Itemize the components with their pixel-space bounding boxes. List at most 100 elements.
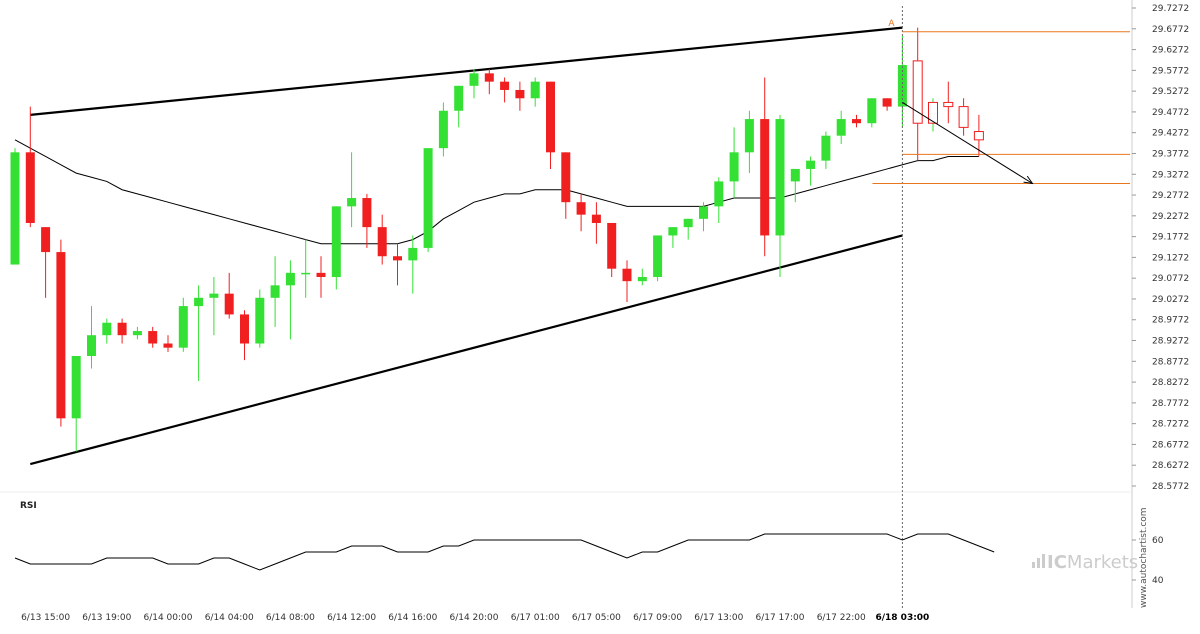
candle-layer — [10, 27, 984, 452]
time-tick-label: 6/17 22:00 — [817, 613, 866, 623]
candle-body — [744, 119, 754, 153]
projected-candle — [958, 106, 969, 128]
candle-body — [637, 277, 647, 282]
candle-body — [821, 135, 831, 161]
grid-layer — [0, 0, 1133, 608]
candle-body — [132, 331, 142, 336]
candle-body — [41, 227, 51, 253]
candle-body — [836, 119, 846, 136]
candle-body — [897, 65, 907, 107]
price-tick-label: 29.1772 — [1152, 233, 1189, 243]
candle-body — [194, 297, 204, 307]
moving-average-line — [14, 139, 979, 245]
rsi-panel: RSI 60 40 — [14, 501, 1164, 586]
candle-body — [423, 148, 433, 248]
candle-body — [515, 89, 525, 99]
upper-trendline — [30, 26, 903, 117]
candle-body — [714, 181, 724, 207]
candle-body — [10, 152, 20, 265]
time-tick-label: 6/14 04:00 — [205, 613, 254, 623]
time-tick-label: 6/14 12:00 — [327, 613, 376, 623]
candle-body — [699, 206, 708, 219]
time-tick-label: 6/18 03:00 — [875, 613, 929, 623]
rsi-tick-label: 60 — [1152, 536, 1164, 546]
candle-body — [561, 152, 571, 203]
price-tick-label: 29.0272 — [1152, 295, 1189, 305]
logo-bar-1 — [1032, 562, 1035, 568]
price-tick-label: 28.6772 — [1152, 440, 1189, 450]
candle-body — [255, 297, 265, 344]
candle-body — [224, 293, 234, 315]
candle-body — [377, 227, 387, 257]
icmarkets-logo: ICMarkets — [1032, 552, 1138, 573]
time-tick-label: 6/13 19:00 — [82, 613, 131, 623]
rsi-tick-label: 40 — [1152, 576, 1164, 586]
price-tick-label: 28.5772 — [1152, 482, 1189, 492]
candle-body — [270, 285, 280, 298]
forecast-arrow-head — [1023, 175, 1034, 185]
candle-body — [148, 331, 158, 344]
price-tick-label: 29.7272 — [1152, 4, 1189, 14]
logo-suffix: Markets — [1067, 552, 1138, 573]
watermark-url: www.autochartist.com — [1139, 507, 1149, 608]
candle-body — [285, 272, 295, 286]
price-tick-label: 29.4772 — [1152, 108, 1189, 118]
candle-body — [347, 198, 357, 207]
logo-bar-2 — [1037, 558, 1040, 568]
candle-body — [882, 98, 892, 107]
candle-body — [163, 343, 173, 348]
time-tick-label: 6/14 20:00 — [449, 613, 498, 623]
price-tick-label: 28.6272 — [1152, 461, 1189, 471]
time-tick-label: 6/13 15:00 — [21, 613, 70, 623]
price-tick-label: 29.3272 — [1152, 170, 1189, 180]
candle-body — [331, 206, 341, 278]
candle-body — [301, 272, 311, 275]
candle-body — [454, 85, 464, 111]
projected-candle — [912, 60, 923, 124]
price-tick-label: 28.8272 — [1152, 378, 1189, 388]
candle-body — [546, 81, 555, 153]
price-tick-label: 28.7272 — [1152, 420, 1189, 430]
candle-body — [316, 272, 326, 278]
candle-body — [775, 119, 785, 236]
price-tick-label: 29.5772 — [1152, 66, 1189, 76]
candle-body — [71, 355, 81, 419]
time-tick-label: 6/17 01:00 — [511, 613, 560, 623]
candle-body — [393, 256, 402, 261]
candle-body — [178, 306, 188, 348]
brand-layer: www.autochartist.com ICMarkets — [1032, 507, 1149, 608]
candle-body — [622, 268, 632, 282]
candle-body — [362, 198, 372, 228]
axis-layer: 29.7272 29.6772 29.6272 29.5772 29.5272 29.47… — [21, 4, 1189, 623]
candle-body — [683, 218, 693, 228]
candle-body — [867, 98, 877, 124]
price-tick-label: 29.4272 — [1152, 129, 1189, 139]
candle-body — [469, 73, 479, 86]
price-tick-label: 29.1272 — [1152, 253, 1189, 263]
logo-text: ICMarkets — [1047, 552, 1138, 573]
candle-body — [591, 214, 601, 223]
price-tick-label: 29.0772 — [1152, 274, 1189, 284]
candle-body — [790, 168, 800, 182]
signal-layer: A — [872, 6, 1130, 608]
time-tick-label: 6/14 00:00 — [143, 613, 192, 623]
price-tick-label: 29.5272 — [1152, 87, 1189, 97]
candle-body — [500, 81, 510, 90]
projected-candle — [943, 101, 954, 108]
candle-body — [484, 73, 494, 82]
candle-body — [25, 152, 35, 223]
candle-body — [87, 335, 96, 356]
projected-candle — [928, 101, 938, 124]
price-tick-label: 29.6272 — [1152, 46, 1189, 56]
candle-body — [806, 160, 816, 169]
rsi-title: RSI — [20, 501, 37, 511]
candle-body — [576, 202, 586, 215]
price-tick-label: 29.3772 — [1152, 149, 1189, 159]
time-tick-label: 6/17 13:00 — [694, 613, 743, 623]
candle-body — [438, 110, 448, 149]
candle-body — [117, 322, 127, 336]
candle-body — [530, 81, 540, 99]
candle-body — [56, 252, 66, 419]
